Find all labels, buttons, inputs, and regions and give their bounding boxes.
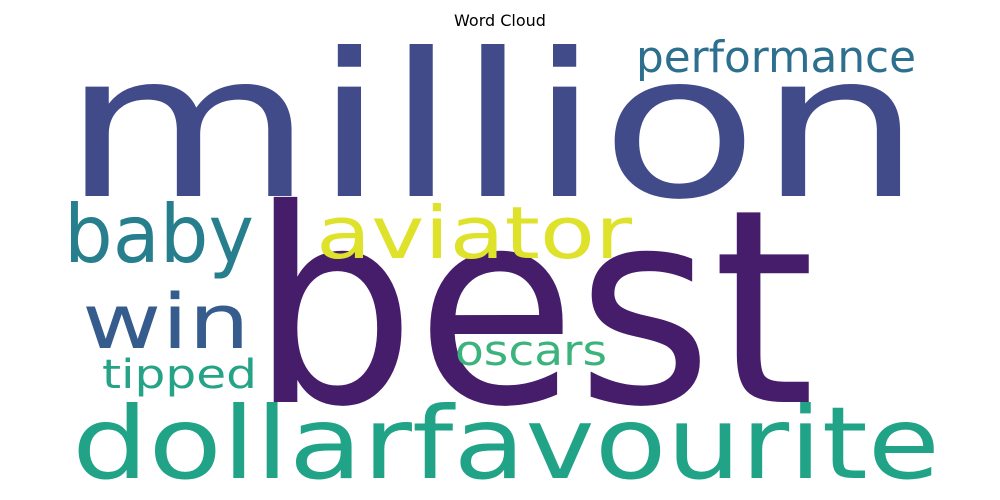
word-tipped: tipped [102, 352, 257, 398]
word-win: win [82, 277, 250, 366]
word-favourite: favourite [412, 385, 940, 500]
chart-title: Word Cloud [454, 11, 546, 30]
word-baby: baby [64, 188, 254, 281]
word-performance: performance [636, 32, 916, 83]
word-dollar: dollar [72, 385, 413, 500]
word-aviator: aviator [316, 191, 632, 275]
word-best: best [250, 151, 815, 466]
word-million: million [62, 11, 922, 244]
word-oscars: oscars [455, 326, 607, 375]
